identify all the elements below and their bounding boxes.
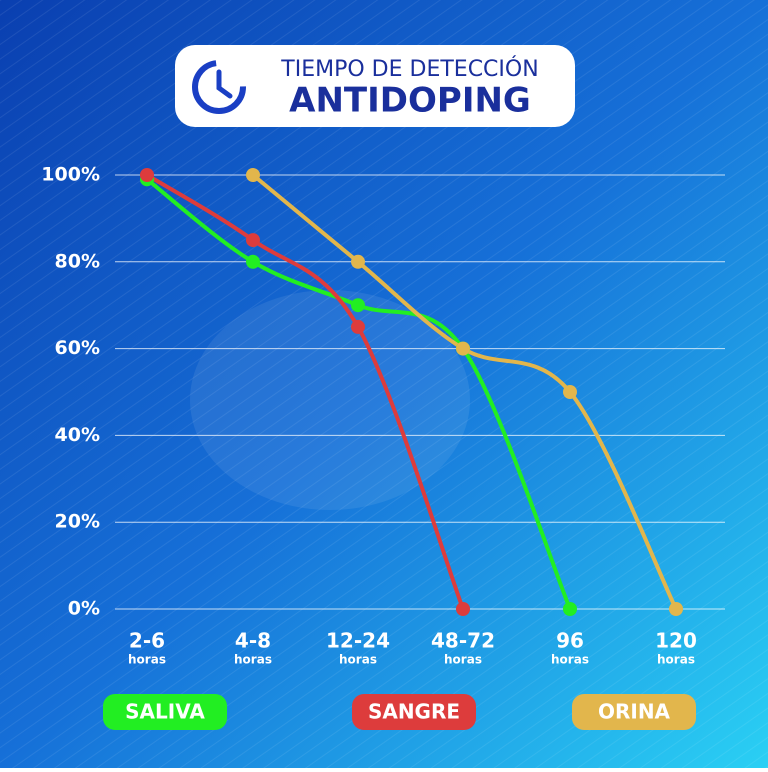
data-point bbox=[351, 298, 365, 313]
clock-icon bbox=[192, 60, 246, 114]
x-tick-label: 2-6 bbox=[129, 629, 165, 653]
legend-swatch bbox=[352, 694, 476, 730]
clock-hands bbox=[216, 69, 233, 99]
x-tick-unit: horas bbox=[551, 653, 589, 667]
data-point bbox=[140, 168, 154, 182]
x-tick-unit: horas bbox=[128, 653, 166, 667]
data-point bbox=[246, 168, 260, 182]
x-tick-label: 12-24 bbox=[326, 629, 390, 653]
data-point bbox=[563, 385, 577, 399]
data-point bbox=[456, 602, 470, 616]
legend-label: SALIVA bbox=[125, 700, 205, 724]
title-box bbox=[175, 45, 575, 127]
y-tick-label: 100% bbox=[41, 164, 100, 186]
background-shape bbox=[190, 290, 470, 510]
x-tick-unit: horas bbox=[657, 653, 695, 667]
series-line bbox=[251, 173, 678, 610]
title-badge: TIEMPO DE DETECCIÓN ANTIDOPING bbox=[175, 45, 575, 127]
series-line bbox=[145, 177, 572, 610]
y-tick-label: 80% bbox=[55, 250, 100, 272]
data-point bbox=[456, 341, 470, 356]
series-line bbox=[145, 173, 465, 610]
data-point bbox=[351, 319, 365, 334]
x-tick-label: 120 bbox=[655, 629, 697, 653]
y-tick-label: 60% bbox=[55, 337, 100, 359]
y-tick-label: 0% bbox=[68, 598, 100, 620]
y-tick-label: 40% bbox=[55, 424, 100, 446]
x-tick-label: 4-8 bbox=[235, 629, 271, 653]
chart-subtitle: ANTIDOPING bbox=[289, 81, 531, 121]
chart-title: TIEMPO DE DETECCIÓN bbox=[280, 56, 538, 82]
data-point bbox=[246, 254, 260, 269]
legend-label: ORINA bbox=[598, 700, 671, 724]
x-tick-unit: horas bbox=[339, 653, 377, 667]
x-tick-unit: horas bbox=[444, 653, 482, 667]
data-point bbox=[351, 254, 365, 269]
data-point bbox=[669, 602, 683, 616]
x-tick-label: 96 bbox=[556, 629, 584, 653]
legend-swatch bbox=[572, 694, 696, 730]
legend-swatch bbox=[103, 694, 227, 730]
legend-label: SANGRE bbox=[368, 700, 460, 724]
x-tick-label: 48-72 bbox=[431, 629, 495, 653]
x-tick-unit: horas bbox=[234, 653, 272, 667]
y-tick-label: 20% bbox=[55, 511, 100, 533]
data-point bbox=[246, 233, 260, 248]
data-point bbox=[563, 602, 577, 616]
